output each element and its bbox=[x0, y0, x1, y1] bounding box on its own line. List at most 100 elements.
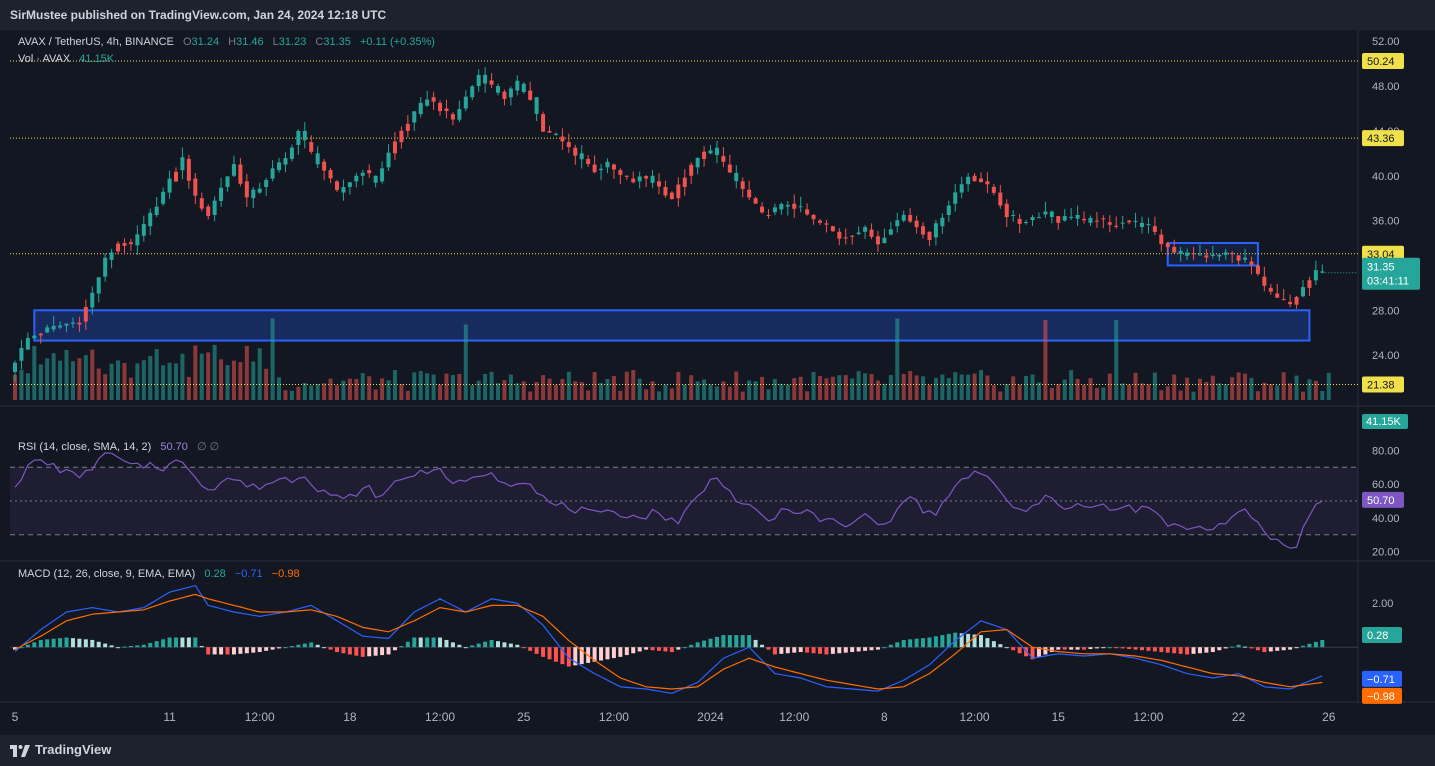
macd-histogram-bar bbox=[386, 647, 391, 655]
macd-histogram-bar bbox=[721, 635, 726, 648]
rsi-tick-label: 20.00 bbox=[1372, 547, 1400, 559]
support-zone bbox=[33, 309, 1311, 342]
candle-up bbox=[386, 152, 391, 168]
candle-up bbox=[1049, 211, 1054, 217]
volume-bar bbox=[676, 371, 681, 400]
candle-up bbox=[277, 162, 282, 171]
volume-bar bbox=[1062, 379, 1067, 400]
macd-histogram-bar bbox=[13, 647, 17, 650]
volume-bar bbox=[1133, 372, 1138, 400]
candle-down bbox=[624, 175, 629, 177]
macd-histogram-bar bbox=[405, 641, 410, 648]
volume-bar bbox=[1159, 390, 1164, 400]
macd-histogram-bar bbox=[1062, 647, 1067, 650]
volume-bar bbox=[38, 364, 43, 400]
candle-down bbox=[438, 102, 443, 112]
macd-histogram-bar bbox=[508, 643, 513, 648]
symbol-title[interactable]: AVAX / TetherUS, 4h, BINANCE bbox=[18, 36, 174, 48]
candle-down bbox=[528, 90, 533, 100]
macd-histogram-bar bbox=[1243, 646, 1248, 648]
macd-histogram-bar bbox=[322, 647, 327, 649]
chart-frame[interactable]: 52.0048.0044.0040.0036.0032.0028.0024.00… bbox=[0, 30, 1435, 735]
volume-bar bbox=[528, 391, 533, 400]
level-label: 50.24 bbox=[1367, 56, 1395, 68]
macd-histogram-bar bbox=[431, 637, 436, 648]
volume-label[interactable]: Vol · AVAX bbox=[18, 53, 71, 65]
volume-bar bbox=[760, 376, 765, 400]
candle-down bbox=[631, 178, 636, 183]
candle-down bbox=[1236, 255, 1241, 261]
time-tick-label: 15 bbox=[1052, 710, 1066, 724]
macd-histogram-bar bbox=[1146, 647, 1151, 651]
candle-down bbox=[811, 215, 816, 220]
chart-canvas[interactable]: 52.0048.0044.0040.0036.0032.0028.0024.00… bbox=[0, 30, 1435, 735]
candle-up bbox=[470, 86, 475, 98]
macd-histogram-bar bbox=[1165, 647, 1170, 653]
macd-histogram-bar bbox=[1133, 647, 1138, 650]
candle-down bbox=[740, 181, 745, 189]
candle-down bbox=[450, 114, 455, 120]
candle-down bbox=[431, 97, 436, 102]
rsi-last-bg bbox=[1362, 491, 1404, 508]
candle-down bbox=[611, 164, 616, 170]
volume-bar bbox=[1030, 374, 1035, 400]
candle-up bbox=[341, 187, 346, 193]
macd-histogram-bar bbox=[541, 647, 546, 657]
macd-histogram-bar bbox=[1217, 647, 1222, 651]
macd-histogram-bar bbox=[837, 647, 842, 654]
macd-histogram-bar bbox=[1320, 639, 1325, 648]
symbol-legend: AVAX / TetherUS, 4h, BINANCE O31.24 H31.… bbox=[18, 36, 435, 48]
volume-bar bbox=[167, 362, 172, 400]
macd-histogram-bar bbox=[1140, 647, 1144, 651]
candle-up bbox=[13, 362, 17, 372]
volume-bar bbox=[1165, 386, 1170, 400]
volume-bar bbox=[695, 381, 700, 400]
macd-histogram-bar bbox=[1223, 647, 1228, 649]
volume-bar bbox=[856, 371, 861, 400]
macd-histogram-bar bbox=[418, 637, 423, 648]
volume-bar bbox=[1210, 375, 1215, 400]
macd-histogram-bar bbox=[412, 637, 417, 648]
macd-histogram-bar bbox=[734, 635, 739, 648]
volume-bar bbox=[1255, 391, 1260, 400]
tradingview-logo[interactable]: TradingView bbox=[10, 742, 111, 757]
candle-down bbox=[1262, 276, 1267, 286]
candle-up bbox=[785, 204, 790, 207]
macd-histogram-bar bbox=[747, 635, 752, 648]
volume-bar bbox=[438, 384, 443, 400]
candle-down bbox=[850, 235, 855, 237]
candle-up bbox=[553, 133, 558, 135]
volume-bar bbox=[174, 363, 178, 400]
volume-bar bbox=[895, 318, 900, 400]
volume-bar bbox=[1024, 375, 1029, 400]
volume-bar bbox=[1127, 384, 1132, 400]
macd-histogram-bar bbox=[579, 647, 584, 665]
legend-high: 31.46 bbox=[236, 36, 264, 48]
candle-up bbox=[289, 147, 294, 159]
macd-histogram-bar bbox=[624, 647, 629, 656]
candle-up bbox=[1185, 252, 1190, 256]
macd-hist-last-label-bg bbox=[1362, 687, 1402, 704]
volume-bar bbox=[611, 376, 616, 400]
macd-histogram-bar bbox=[1281, 647, 1286, 651]
rsi-label[interactable]: RSI (14, close, SMA, 14, 2) bbox=[18, 441, 152, 453]
candle-up bbox=[70, 322, 75, 324]
volume-bar bbox=[553, 384, 558, 400]
volume-bar bbox=[380, 378, 385, 400]
candle-up bbox=[599, 168, 604, 171]
candle-up bbox=[772, 207, 777, 213]
volume-bar bbox=[1236, 372, 1241, 400]
macd-histogram-bar bbox=[1082, 647, 1087, 650]
candle-up bbox=[212, 200, 217, 215]
volume-bar bbox=[1230, 377, 1235, 400]
macd-histogram-bar bbox=[476, 643, 481, 648]
candle-up bbox=[64, 323, 69, 326]
macd-histogram-bar bbox=[135, 645, 140, 648]
volume-bar bbox=[998, 391, 1003, 400]
candle-up bbox=[882, 237, 887, 244]
macd-label[interactable]: MACD (12, 26, close, 9, EMA, EMA) bbox=[18, 568, 196, 580]
macd-histogram-bar bbox=[289, 645, 294, 648]
macd-histogram-bar bbox=[772, 647, 777, 655]
candle-down bbox=[644, 176, 649, 179]
volume-bar bbox=[740, 391, 745, 400]
